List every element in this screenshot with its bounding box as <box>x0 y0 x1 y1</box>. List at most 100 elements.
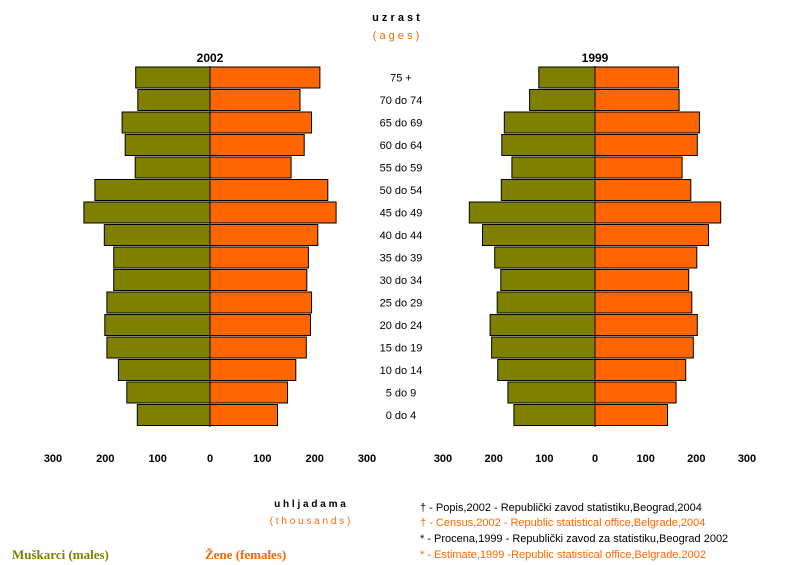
units-label: u h l j a d a m a <box>274 499 346 510</box>
age-group-label: 20 do 24 <box>380 320 423 332</box>
pyramid-1999: 300 200 100 0 100 200 300 <box>434 66 756 465</box>
x-tick-label: 300 <box>44 453 62 465</box>
bar-female <box>209 89 301 111</box>
bar-female <box>594 89 680 111</box>
age-group-label: 45 do 49 <box>380 208 423 220</box>
bar-female <box>594 359 687 381</box>
x-tick-label: 200 <box>687 453 705 465</box>
bar-male <box>507 381 596 404</box>
age-group-label: 55 do 59 <box>380 163 423 175</box>
bar-female <box>594 66 680 89</box>
bar-male <box>496 291 596 314</box>
bar-female <box>594 156 683 179</box>
bar-female <box>209 66 321 89</box>
age-group-label: 60 do 64 <box>380 140 423 152</box>
units-sublabel: ( t h o u s a n d s ) <box>270 516 351 527</box>
bar-male <box>83 201 211 224</box>
x-tick-label: 300 <box>358 453 376 465</box>
age-group-label: 0 do 4 <box>386 410 417 422</box>
bar-male <box>482 224 596 246</box>
bar-male <box>529 89 596 111</box>
ages-title: u z r a s t <box>372 12 420 24</box>
age-group-label: 15 do 19 <box>380 343 423 355</box>
ages-subtitle: ( a g e s ) <box>373 30 419 42</box>
bar-female <box>209 224 319 246</box>
bar-female <box>209 201 337 224</box>
bar-male <box>121 111 211 134</box>
bar-male <box>494 246 596 269</box>
x-tick-label: 200 <box>485 453 503 465</box>
bar-male <box>106 336 211 359</box>
bar-female <box>594 314 698 336</box>
age-group-labels: 75 + 70 do 74 65 do 69 60 do 64 55 do 59 50 d… <box>380 73 423 423</box>
bar-male <box>94 179 211 201</box>
bar-female <box>594 269 690 291</box>
bar-female <box>209 359 297 381</box>
legend-females: Žene (females) <box>205 547 286 562</box>
legend-males: Muškarci (males) <box>12 547 109 562</box>
x-tick-label: 200 <box>96 453 114 465</box>
bar-male <box>500 179 596 201</box>
bar-female <box>594 381 677 404</box>
bar-female <box>594 291 693 314</box>
bar-male <box>511 156 596 179</box>
bar-female <box>209 179 329 201</box>
bar-female <box>209 134 305 156</box>
bar-male <box>113 246 211 269</box>
age-group-label: 70 do 74 <box>380 95 423 107</box>
x-tick-label: 100 <box>149 453 167 465</box>
age-group-label: 75 + <box>390 73 412 85</box>
bar-male <box>136 404 211 426</box>
age-group-label: 35 do 39 <box>380 253 423 265</box>
age-group-label: 40 do 44 <box>380 230 423 242</box>
bar-female <box>209 156 292 179</box>
bar-male <box>135 66 211 89</box>
bar-male <box>468 201 596 224</box>
x-tick-label: 0 <box>207 453 213 465</box>
bar-female <box>594 246 698 269</box>
bar-female <box>594 134 698 156</box>
bar-male <box>489 314 596 336</box>
bar-male <box>137 89 211 111</box>
bar-male <box>503 111 596 134</box>
bar-female <box>209 246 309 269</box>
bar-female <box>594 404 668 426</box>
bar-male <box>113 269 211 291</box>
bar-female <box>594 224 709 246</box>
x-tick-label: 100 <box>637 453 655 465</box>
source-note: * - Procena,1999 - Republički zavod za s… <box>420 533 728 545</box>
bar-male <box>124 134 211 156</box>
source-note: † - Census,2002 - Republic statistical o… <box>420 517 705 529</box>
bar-female <box>594 336 694 359</box>
age-group-label: 65 do 69 <box>380 118 423 130</box>
bar-male <box>126 381 211 404</box>
chart-title-1999: 1999 <box>582 51 609 65</box>
bar-male <box>513 404 596 426</box>
bar-female <box>209 291 312 314</box>
x-tick-label: 300 <box>434 453 452 465</box>
x-tick-label: 300 <box>738 453 756 465</box>
bar-female <box>209 404 278 426</box>
source-note: † - Popis,2002 - Republički zavod statis… <box>420 502 702 514</box>
bar-male <box>103 224 211 246</box>
bar-male <box>538 66 596 89</box>
age-group-label: 25 do 29 <box>380 298 423 310</box>
x-tick-label: 100 <box>253 453 271 465</box>
x-tick-label: 100 <box>535 453 553 465</box>
bar-male <box>117 359 211 381</box>
age-group-label: 30 do 34 <box>380 275 423 287</box>
bar-male <box>134 156 211 179</box>
chart-title-2002: 2002 <box>197 51 224 65</box>
age-group-label: 10 do 14 <box>380 365 423 377</box>
bar-female <box>209 111 312 134</box>
bar-male <box>104 314 211 336</box>
bar-female <box>594 111 700 134</box>
x-tick-label: 0 <box>592 453 598 465</box>
age-group-label: 50 do 54 <box>380 185 423 197</box>
bar-female <box>209 269 308 291</box>
bar-male <box>500 269 596 291</box>
bar-female <box>594 201 722 224</box>
bar-male <box>501 134 596 156</box>
age-group-label: 5 do 9 <box>386 388 417 400</box>
